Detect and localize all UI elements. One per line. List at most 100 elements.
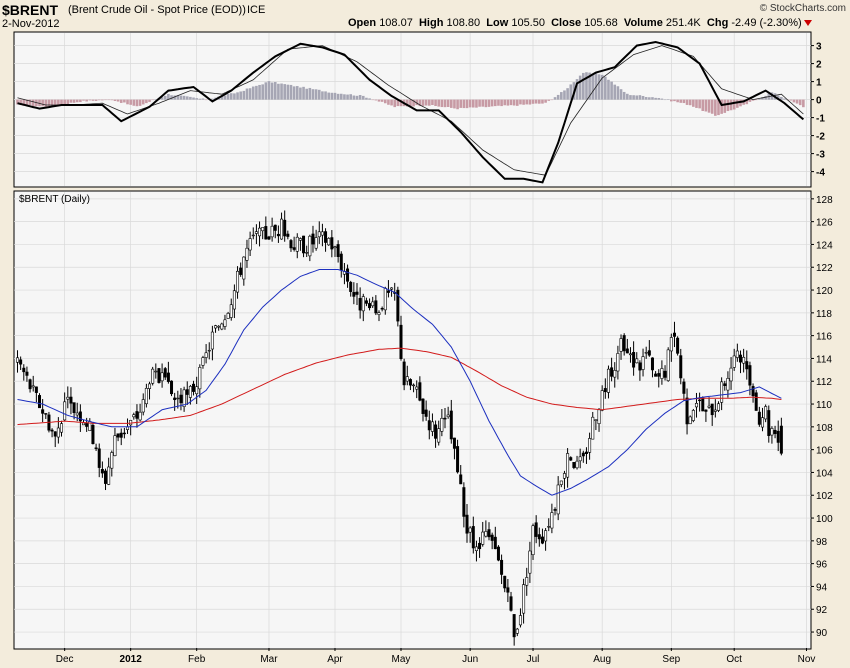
histogram-bar	[280, 83, 283, 100]
histogram-bar	[38, 99, 41, 107]
candle-body	[163, 368, 167, 378]
histogram-bar	[163, 95, 167, 100]
symbol-description: (Brent Crude Oil - Spot Price (EOD))	[68, 4, 246, 16]
open-label: Open	[348, 17, 377, 29]
candle-body	[597, 409, 601, 424]
histogram-bar	[273, 81, 277, 100]
histogram-bar	[330, 92, 334, 100]
candle-body	[364, 300, 368, 304]
candle-body	[685, 397, 689, 425]
symbol-label: $BRENT	[2, 2, 59, 18]
histogram-bar	[503, 99, 507, 106]
candle-body	[666, 349, 670, 381]
histogram-bar	[494, 99, 497, 107]
candle-body	[188, 386, 192, 398]
candle-body	[371, 301, 375, 307]
candle-body	[107, 466, 111, 485]
candle-body	[452, 437, 456, 449]
histogram-bar	[525, 99, 529, 105]
histogram-bar	[248, 88, 252, 100]
histogram-bar	[377, 99, 381, 102]
indicator-panel: 3 2 1 0 -1 -2 -3 -4	[13, 31, 825, 188]
candle-body	[424, 409, 428, 417]
histogram-bar	[487, 99, 491, 107]
candle-body	[779, 425, 783, 454]
histogram-bar	[239, 91, 242, 100]
candle-body	[742, 356, 746, 364]
histogram-bar	[751, 99, 755, 101]
candle-body	[91, 424, 95, 445]
candle-body	[506, 587, 510, 593]
candle-body	[735, 350, 739, 358]
candle-body	[773, 429, 777, 434]
date-tick-label: Apr	[327, 654, 343, 665]
date-tick-label: Aug	[593, 654, 611, 665]
histogram-bar	[148, 99, 151, 102]
candle-body	[41, 409, 45, 414]
histogram-bar	[685, 99, 689, 105]
histogram-bar	[468, 99, 472, 108]
candle-body	[462, 487, 466, 517]
candle-body	[15, 357, 19, 363]
histogram-bar	[123, 99, 126, 103]
histogram-bar	[179, 95, 183, 100]
candle-body	[207, 349, 211, 352]
histogram-bar	[531, 99, 535, 104]
candle-body	[195, 386, 199, 395]
histogram-bar	[50, 99, 54, 106]
histogram-bar	[795, 99, 799, 104]
histogram-bar	[311, 89, 315, 100]
candle-body	[280, 218, 284, 240]
histogram-bar	[563, 90, 566, 100]
candle-body	[157, 368, 161, 383]
histogram-bar	[53, 99, 57, 106]
candle-body	[94, 447, 98, 449]
candle-body	[635, 358, 639, 364]
candle-body	[503, 575, 507, 589]
candle-body	[764, 406, 768, 420]
histogram-bar	[242, 90, 246, 100]
chg-value: -2.49 (-2.30%)	[731, 17, 802, 29]
histogram-bar	[459, 99, 463, 108]
histogram-bar	[44, 99, 48, 108]
histogram-bar	[644, 97, 648, 100]
candle-body	[78, 411, 82, 422]
candle-body	[333, 246, 337, 249]
histogram-bar	[25, 99, 29, 106]
low-value: 105.50	[511, 17, 545, 29]
candle-body	[358, 298, 362, 311]
histogram-bar	[324, 91, 327, 100]
histogram-bar	[739, 99, 742, 107]
histogram-bar	[289, 84, 293, 100]
histogram-bar	[189, 96, 192, 100]
candle-body	[254, 231, 258, 234]
candle-body	[38, 395, 42, 409]
indicator-plot-area	[13, 31, 812, 188]
indicator-tick-label: -1	[816, 114, 825, 125]
candle-body	[166, 372, 170, 382]
histogram-bar	[116, 99, 120, 102]
histogram-bar	[409, 99, 412, 107]
candle-body	[327, 238, 331, 246]
histogram-bar	[299, 87, 302, 100]
candle-body	[569, 457, 573, 461]
candle-body	[544, 530, 548, 542]
histogram-bar	[358, 94, 362, 100]
candle-body	[427, 420, 431, 431]
histogram-bar	[481, 99, 485, 107]
histogram-bar	[560, 92, 563, 100]
histogram-bar	[692, 99, 695, 107]
histogram-bar	[201, 98, 205, 100]
histogram-bar	[107, 99, 110, 101]
candle-body	[732, 355, 736, 368]
price-tick-label: 94	[816, 582, 828, 593]
histogram-bar	[676, 99, 679, 103]
histogram-bar	[431, 99, 434, 106]
histogram-bar	[167, 93, 170, 100]
indicator-tick-label: -3	[816, 150, 825, 161]
histogram-bar	[346, 94, 349, 100]
histogram-bar	[233, 93, 236, 100]
candle-body	[390, 287, 394, 290]
candle-body	[69, 396, 73, 404]
